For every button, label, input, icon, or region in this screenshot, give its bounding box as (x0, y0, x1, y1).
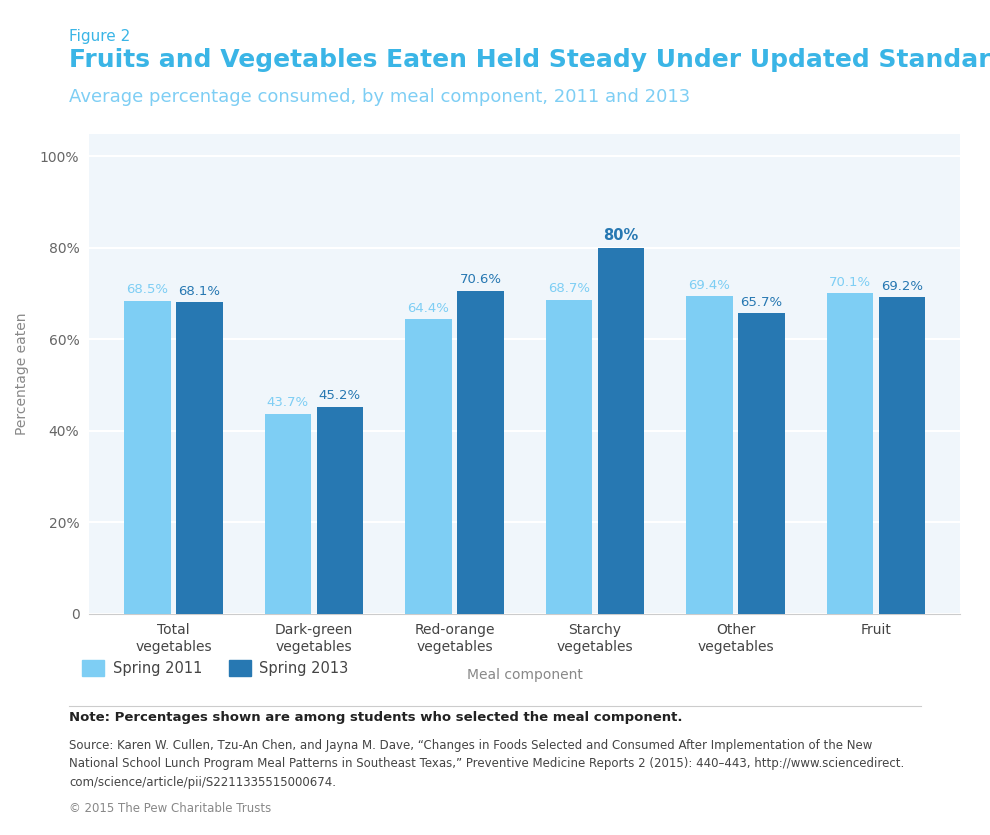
Bar (739, 313, 785, 614)
Bar (264, 414, 311, 614)
Text: 68.1%: 68.1% (178, 285, 221, 298)
Bar (124, 301, 170, 614)
Bar (176, 302, 223, 614)
Text: 64.4%: 64.4% (408, 301, 449, 315)
Text: 70.6%: 70.6% (459, 273, 502, 286)
Text: 43.7%: 43.7% (267, 397, 309, 409)
Text: © 2015 The Pew Charitable Trusts: © 2015 The Pew Charitable Trusts (69, 802, 271, 815)
Text: 69.2%: 69.2% (881, 280, 923, 293)
Text: Source: Karen W. Cullen, Tzu-An Chen, and Jayna M. Dave, “Changes in Foods Selec: Source: Karen W. Cullen, Tzu-An Chen, an… (69, 739, 872, 752)
Bar (317, 407, 363, 614)
Bar (405, 319, 451, 614)
Text: 70.1%: 70.1% (829, 276, 871, 289)
Text: com/science/article/pii/S2211335515000674.: com/science/article/pii/S221133551500067… (69, 776, 337, 789)
Text: National School Lunch Program Meal Patterns in Southeast Texas,” Preventive Medi: National School Lunch Program Meal Patte… (69, 757, 905, 771)
Bar (686, 296, 733, 614)
Bar (598, 248, 644, 614)
Bar (545, 300, 592, 614)
Text: 45.2%: 45.2% (319, 389, 361, 402)
Text: 69.4%: 69.4% (688, 279, 731, 291)
Legend: Spring 2011, Spring 2013: Spring 2011, Spring 2013 (76, 655, 354, 682)
Bar (457, 291, 504, 614)
Text: 68.5%: 68.5% (127, 283, 168, 296)
Text: 80%: 80% (603, 228, 639, 243)
Bar (827, 293, 873, 614)
Text: Fruits and Vegetables Eaten Held Steady Under Updated Standards: Fruits and Vegetables Eaten Held Steady … (69, 48, 990, 73)
Text: Note: Percentages shown are among students who selected the meal component.: Note: Percentages shown are among studen… (69, 711, 683, 725)
Text: 68.7%: 68.7% (547, 282, 590, 295)
Text: Figure 2: Figure 2 (69, 29, 131, 44)
Text: 65.7%: 65.7% (741, 296, 782, 309)
X-axis label: Meal component: Meal component (466, 667, 583, 681)
Text: Average percentage consumed, by meal component, 2011 and 2013: Average percentage consumed, by meal com… (69, 88, 691, 106)
Bar (879, 297, 926, 614)
Y-axis label: Percentage eaten: Percentage eaten (15, 312, 29, 435)
